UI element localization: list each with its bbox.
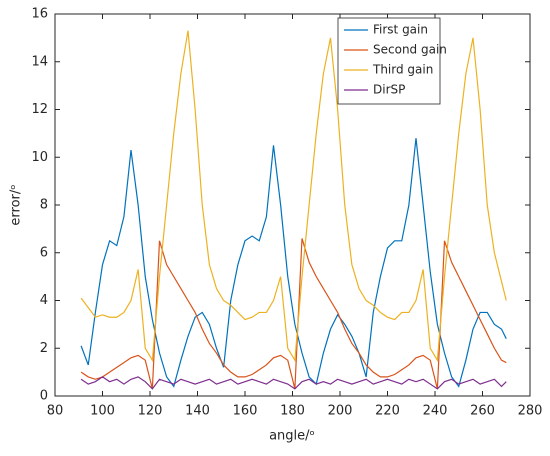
y-tick-label: 0 [40, 389, 48, 404]
y-tick-label: 14 [31, 54, 48, 69]
y-tick-label: 8 [40, 198, 48, 213]
y-tick-label: 10 [31, 150, 48, 165]
y-tick-label: 4 [40, 293, 48, 308]
y-tick-label: 2 [40, 341, 48, 356]
x-tick-label: 80 [47, 404, 64, 419]
x-tick-label: 100 [90, 404, 115, 419]
x-tick-label: 220 [375, 404, 400, 419]
y-tick-label: 12 [31, 102, 48, 117]
legend-label: First gain [373, 23, 428, 37]
data-line [80, 376, 507, 390]
x-tick-label: 240 [423, 404, 448, 419]
x-tick-label: 280 [518, 404, 543, 419]
x-tick-label: 180 [280, 404, 305, 419]
data-line [80, 138, 507, 388]
x-tick-label: 140 [185, 404, 210, 419]
y-axis-label: error/ᵒ [9, 184, 24, 225]
x-axis-label: angle/ᵒ [269, 429, 315, 444]
x-tick-label: 200 [328, 404, 353, 419]
legend-label: DirSP [373, 83, 405, 97]
data-line [80, 30, 507, 363]
x-tick-label: 260 [470, 404, 495, 419]
plot-area [54, 13, 531, 397]
legend-label: Second gain [373, 43, 447, 57]
y-tick-label: 6 [40, 245, 48, 260]
x-tick-label: 160 [233, 404, 258, 419]
x-tick-label: 120 [138, 404, 163, 419]
legend-label: Third gain [372, 63, 433, 77]
y-tick-label: 16 [31, 7, 48, 22]
